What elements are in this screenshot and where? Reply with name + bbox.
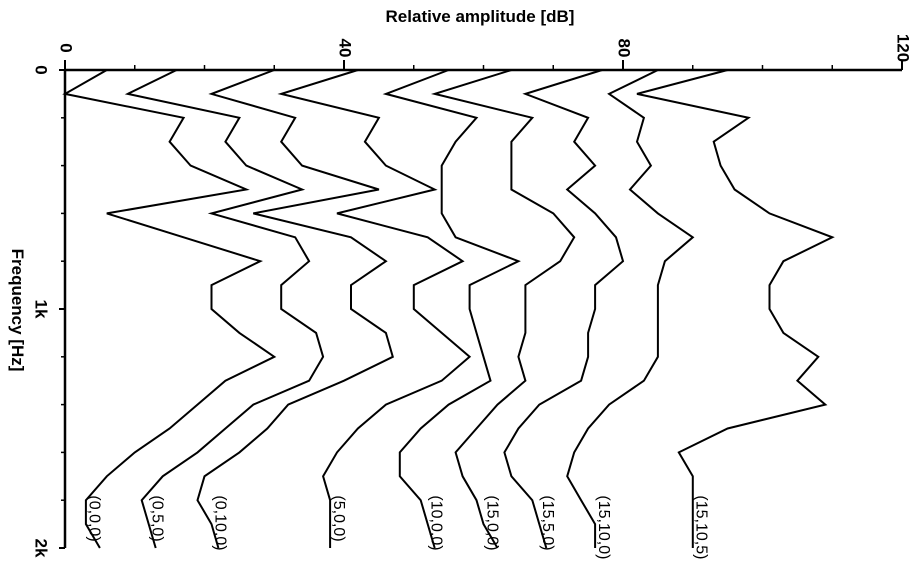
series-line — [196, 69, 394, 549]
x-tick-label: 40 — [336, 39, 355, 58]
y-tick-label: 1k — [32, 300, 51, 319]
series-line — [430, 69, 576, 549]
axes: 0 40 80 120 0 1k 2k — [32, 34, 913, 558]
series-line — [503, 69, 625, 549]
series-label: (5,0,0) — [330, 495, 347, 541]
x-tick-label: 80 — [615, 39, 634, 58]
series-line — [277, 69, 472, 548]
series-line — [382, 69, 521, 549]
y-axis-title: Frequency [Hz] — [8, 249, 27, 372]
series-label: (15,0,0) — [483, 495, 500, 550]
series-label: (0,10,0) — [211, 495, 228, 550]
series-line — [124, 69, 325, 549]
y-tick-label: 2k — [32, 539, 51, 558]
series-label: (15,10,5) — [693, 495, 710, 559]
series-line — [636, 69, 835, 548]
x-axis-title: Relative amplitude [dB] — [386, 7, 575, 26]
series-label: (10,0,0) — [427, 495, 444, 550]
series-label: (0,0,0) — [86, 495, 103, 541]
x-tick-label: 0 — [57, 43, 76, 52]
x-tick-label: 120 — [894, 34, 913, 62]
series-line — [566, 69, 695, 548]
series-line — [62, 69, 277, 549]
series-labels: (0,0,0) (0,5,0) (0,10,0) (5,0,0) (10,0,0) (15… — [86, 495, 710, 559]
series-label: (15,5,0) — [539, 495, 556, 550]
series-label: (15,10,0) — [595, 495, 612, 559]
series-label: (0,5,0) — [148, 495, 165, 541]
y-tick-label: 0 — [32, 65, 51, 74]
series-group — [62, 69, 835, 549]
